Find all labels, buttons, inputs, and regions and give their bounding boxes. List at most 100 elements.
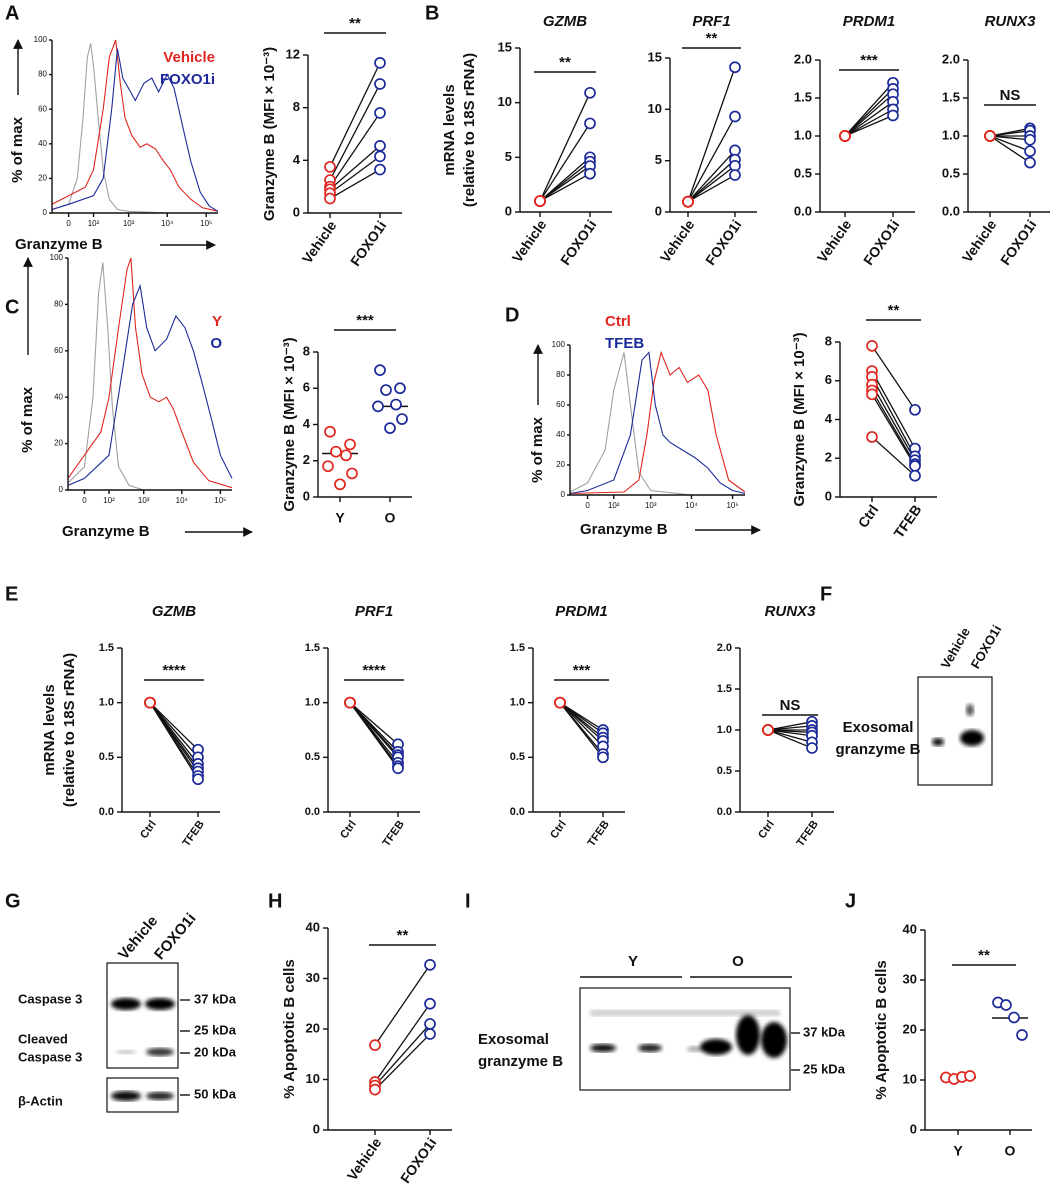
panel-letter: B <box>425 2 439 24</box>
data-point <box>324 161 336 173</box>
y-tick-label: 5 <box>505 149 512 164</box>
histogram-line <box>569 352 745 496</box>
panel-letter: C <box>5 296 19 318</box>
y-tick-label: 1.0 <box>305 697 320 709</box>
x-tick-label: 10⁴ <box>685 501 698 510</box>
x-tick-label: Vehicle <box>509 217 550 266</box>
pair-line <box>349 702 399 745</box>
data-point <box>374 107 386 119</box>
significance: NS <box>1000 87 1021 104</box>
x-tick-label: FOXO1i <box>347 218 390 269</box>
y-tick-label: 20 <box>556 460 565 469</box>
pair-line <box>871 376 916 457</box>
y-tick-label: 0.0 <box>305 806 320 818</box>
band <box>146 1048 174 1056</box>
x-axis-label: Granzyme B <box>580 521 668 538</box>
panel-letter: J <box>845 890 856 912</box>
y-tick-label: 40 <box>903 921 917 936</box>
x-tick-label: O <box>385 510 396 526</box>
significance: NS <box>780 697 801 714</box>
x-tick-label: TFEB <box>181 818 207 848</box>
band <box>146 1092 174 1100</box>
y-axis-label: (relative to 18S rRNA) <box>61 653 78 807</box>
data-point <box>144 696 156 709</box>
pair-line <box>767 729 813 737</box>
y-tick-label: 0 <box>825 488 832 503</box>
legend-label: O <box>210 335 222 352</box>
panel-letter: F <box>820 583 832 605</box>
y-tick-label: 60 <box>54 346 63 355</box>
x-tick-label: Vehicle <box>814 217 855 266</box>
y-axis-label: mRNA levels <box>41 684 58 775</box>
blot-frame <box>917 676 993 786</box>
lane-label: FOXO1i <box>968 622 1005 671</box>
significance: **** <box>162 662 186 679</box>
x-tick-label: Ctrl <box>756 819 777 841</box>
data-point <box>396 413 408 425</box>
y-tick-label: 0.5 <box>305 751 320 763</box>
y-tick-label: 1.5 <box>510 642 525 654</box>
x-tick-label: Vehicle <box>299 218 340 267</box>
y-tick-label: 12 <box>286 46 300 61</box>
y-tick-label: 1.0 <box>99 697 114 709</box>
y-tick-label: 0.5 <box>510 751 525 763</box>
marker-label: 50 kDa <box>194 1086 237 1101</box>
panel-title: RUNX3 <box>765 603 817 620</box>
data-point <box>866 431 878 443</box>
pair-line <box>539 92 591 202</box>
histogram-line <box>51 43 218 214</box>
x-tick-label: TFEB <box>586 818 612 848</box>
significance: ** <box>349 15 361 32</box>
x-tick-label: Vehicle <box>344 1135 385 1184</box>
x-tick-label: Y <box>335 510 345 526</box>
x-tick-label: 0 <box>66 219 71 228</box>
significance: ** <box>397 927 409 944</box>
panel-letter: D <box>505 304 519 326</box>
y-axis-label: % Apoptotic B cells <box>873 960 890 1099</box>
data-point <box>369 1083 381 1096</box>
data-point <box>344 696 356 709</box>
panel-letter: G <box>5 890 21 912</box>
y-axis-label: % of max <box>19 386 36 453</box>
data-point <box>909 403 921 416</box>
pair-line <box>844 114 894 137</box>
y-tick-label: 1.0 <box>794 127 812 142</box>
pair-line <box>329 62 381 168</box>
y-tick-label: 0 <box>293 204 300 219</box>
x-tick-label: 10⁵ <box>200 219 212 228</box>
panel-title: PRF1 <box>692 13 730 30</box>
x-tick-label: 10³ <box>645 501 657 510</box>
pair-line <box>687 159 736 203</box>
y-tick-label: 30 <box>903 971 917 986</box>
data-point <box>909 469 921 482</box>
panel-title: RUNX3 <box>985 13 1037 30</box>
pair-line <box>149 702 199 758</box>
y-tick-label: 15 <box>498 39 512 54</box>
data-point <box>597 751 609 764</box>
band <box>761 1022 787 1058</box>
y-tick-label: 100 <box>34 35 48 44</box>
blot-label: Cleaved <box>18 1031 68 1046</box>
data-point <box>380 384 392 396</box>
data-point <box>729 61 741 74</box>
pair-line <box>871 370 916 449</box>
significance: *** <box>356 312 374 329</box>
pair-line <box>844 82 894 137</box>
data-point <box>729 110 741 123</box>
pair-line <box>871 436 916 477</box>
pair-line <box>767 721 813 731</box>
y-tick-label: 1.0 <box>717 724 732 736</box>
band <box>111 1091 141 1101</box>
y-tick-label: 4 <box>293 152 301 167</box>
y-tick-label: 80 <box>38 70 47 79</box>
pair-line <box>871 345 916 411</box>
y-tick-label: 40 <box>556 430 565 439</box>
data-point <box>1024 133 1036 146</box>
x-tick-label: TFEB <box>890 502 924 541</box>
significance: **** <box>362 662 386 679</box>
significance: ** <box>978 947 990 964</box>
panel-title: GZMB <box>152 603 196 620</box>
data-point <box>346 467 358 480</box>
x-tick-label: 0 <box>585 501 590 510</box>
x-tick-label: FOXO1i <box>860 217 903 268</box>
